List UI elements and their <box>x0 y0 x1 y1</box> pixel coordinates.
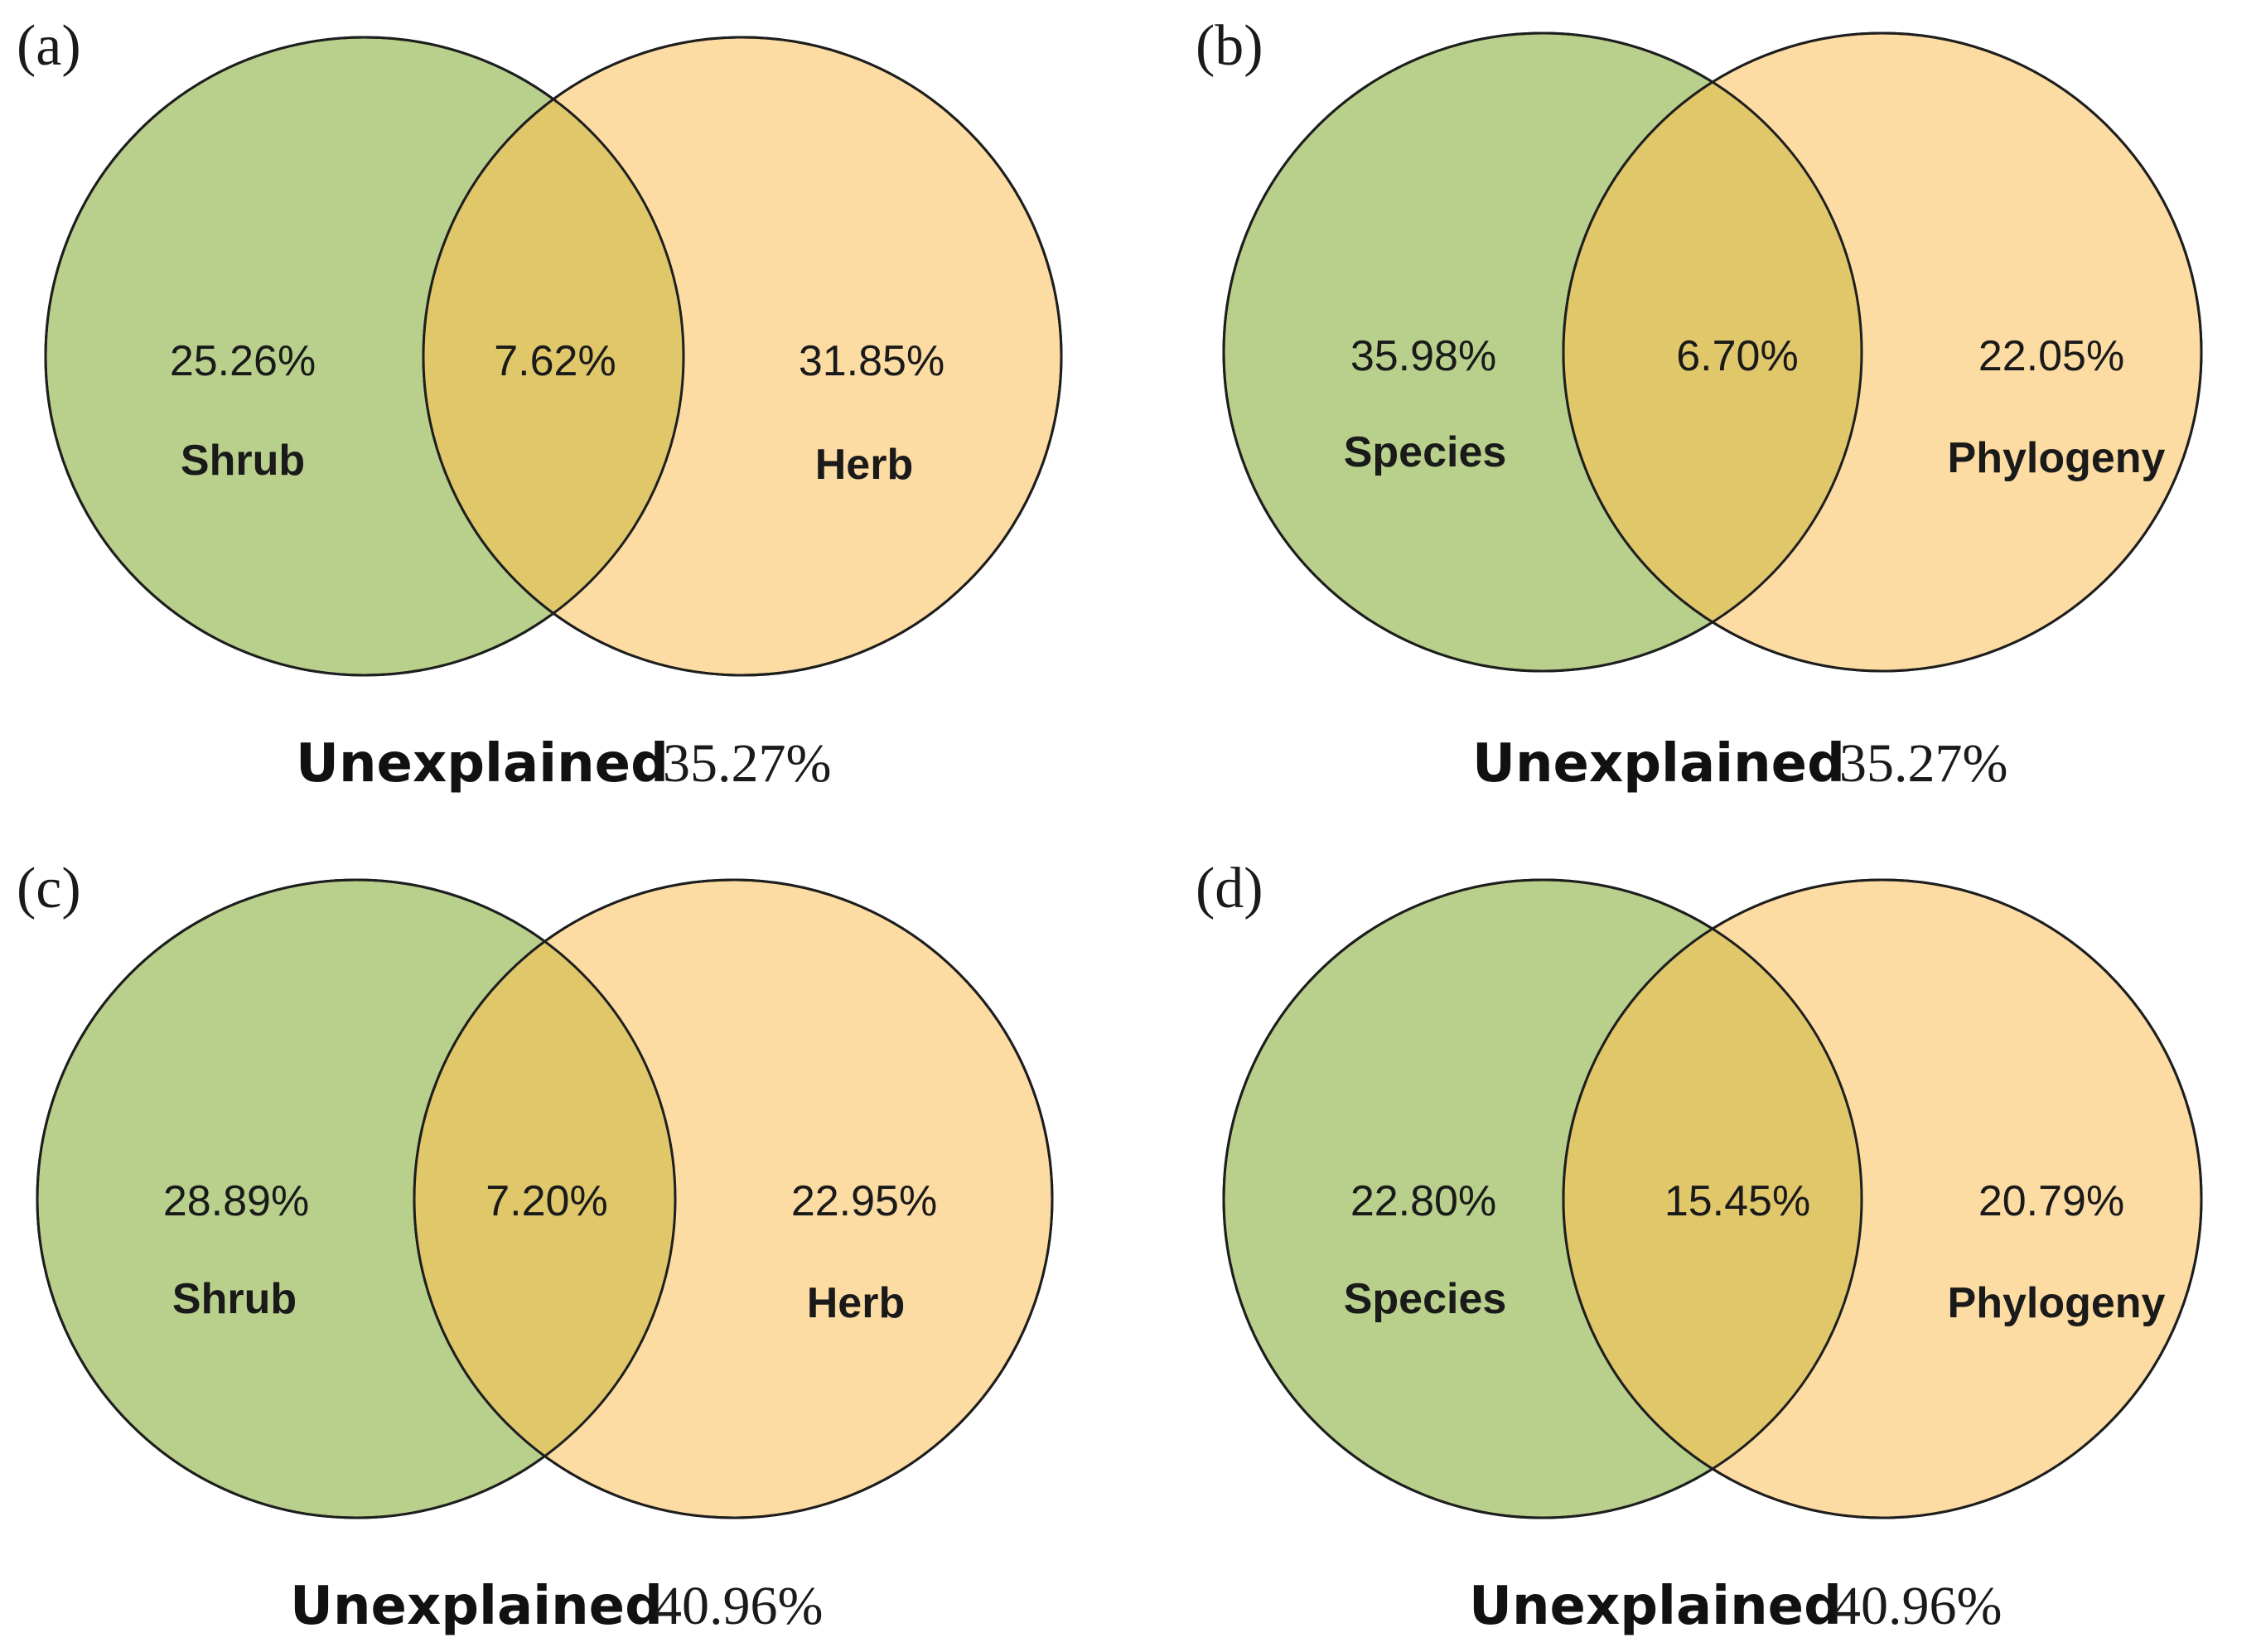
left-set-name: Shrub <box>172 1275 297 1323</box>
unexplained-value: 40.96% <box>1833 1576 2002 1636</box>
venn-panel-b: (b) 35.98% Species 6.70% 22.05% Phylogen… <box>1196 14 2203 795</box>
right-set-name: Phylogeny <box>1948 434 2166 482</box>
venn-panel-c: (c) 28.89% Shrub 7.20% 22.95% Herb Unexp… <box>17 857 1054 1637</box>
left-only-value: 35.98% <box>1350 332 1496 380</box>
left-set-name: Shrub <box>181 437 305 485</box>
right-only-value: 31.85% <box>799 337 944 385</box>
venn-circle-outline <box>1222 878 1863 1519</box>
unexplained-label: Unexplained <box>1472 733 1845 795</box>
venn-overlap-region <box>1563 880 1862 1518</box>
venn-circle-outline <box>36 878 677 1519</box>
panel-label: (a) <box>17 14 81 78</box>
venn-circle-outline <box>44 36 685 677</box>
unexplained-value: 35.27% <box>663 733 831 794</box>
left-only-value: 28.89% <box>163 1177 309 1225</box>
venn-circle-outline <box>1562 31 2203 673</box>
right-set-name: Phylogeny <box>1948 1279 2166 1327</box>
venn-circle-outline <box>1562 878 2203 1519</box>
unexplained-value: 40.96% <box>655 1576 823 1636</box>
panel-label: (b) <box>1196 14 1263 78</box>
right-only-value: 22.95% <box>791 1177 937 1225</box>
left-set-name: Species <box>1344 1275 1507 1323</box>
venn-panel-d: (d) 22.80% Species 15.45% 20.79% Phyloge… <box>1196 857 2203 1637</box>
unexplained-label: Unexplained <box>1469 1576 1842 1637</box>
left-only-value: 25.26% <box>170 337 316 385</box>
venn-circle-outline <box>422 36 1063 677</box>
right-set-name: Herb <box>815 441 913 489</box>
venn-circle-outline <box>1222 31 1863 673</box>
overlap-value: 7.20% <box>486 1177 607 1225</box>
right-set-name: Herb <box>807 1279 905 1327</box>
left-only-value: 22.80% <box>1350 1177 1496 1225</box>
overlap-value: 6.70% <box>1676 332 1798 380</box>
unexplained-caption: Unexplained 40.96% <box>1469 1576 2002 1637</box>
panel-label: (c) <box>17 857 81 920</box>
right-only-value: 20.79% <box>1978 1177 2124 1225</box>
unexplained-caption: Unexplained 40.96% <box>290 1576 823 1637</box>
left-set-name: Species <box>1344 428 1507 476</box>
overlap-value: 7.62% <box>494 337 616 385</box>
venn-panel-a: (a) 25.26% Shrub 7.62% 31.85% Herb Unexp… <box>17 14 1063 795</box>
unexplained-label: Unexplained <box>296 733 669 795</box>
right-only-value: 22.05% <box>1978 332 2124 380</box>
venn-overlap-region <box>423 37 684 675</box>
unexplained-value: 35.27% <box>1839 733 2007 794</box>
unexplained-caption: Unexplained 35.27% <box>296 733 831 795</box>
venn-overlap-region <box>1563 33 1862 671</box>
unexplained-label: Unexplained <box>290 1576 663 1637</box>
overlap-value: 15.45% <box>1664 1177 1810 1225</box>
venn-circle-outline <box>413 878 1054 1519</box>
panel-label: (d) <box>1196 857 1263 920</box>
venn-overlap-region <box>414 880 675 1518</box>
unexplained-caption: Unexplained 35.27% <box>1472 733 2007 795</box>
